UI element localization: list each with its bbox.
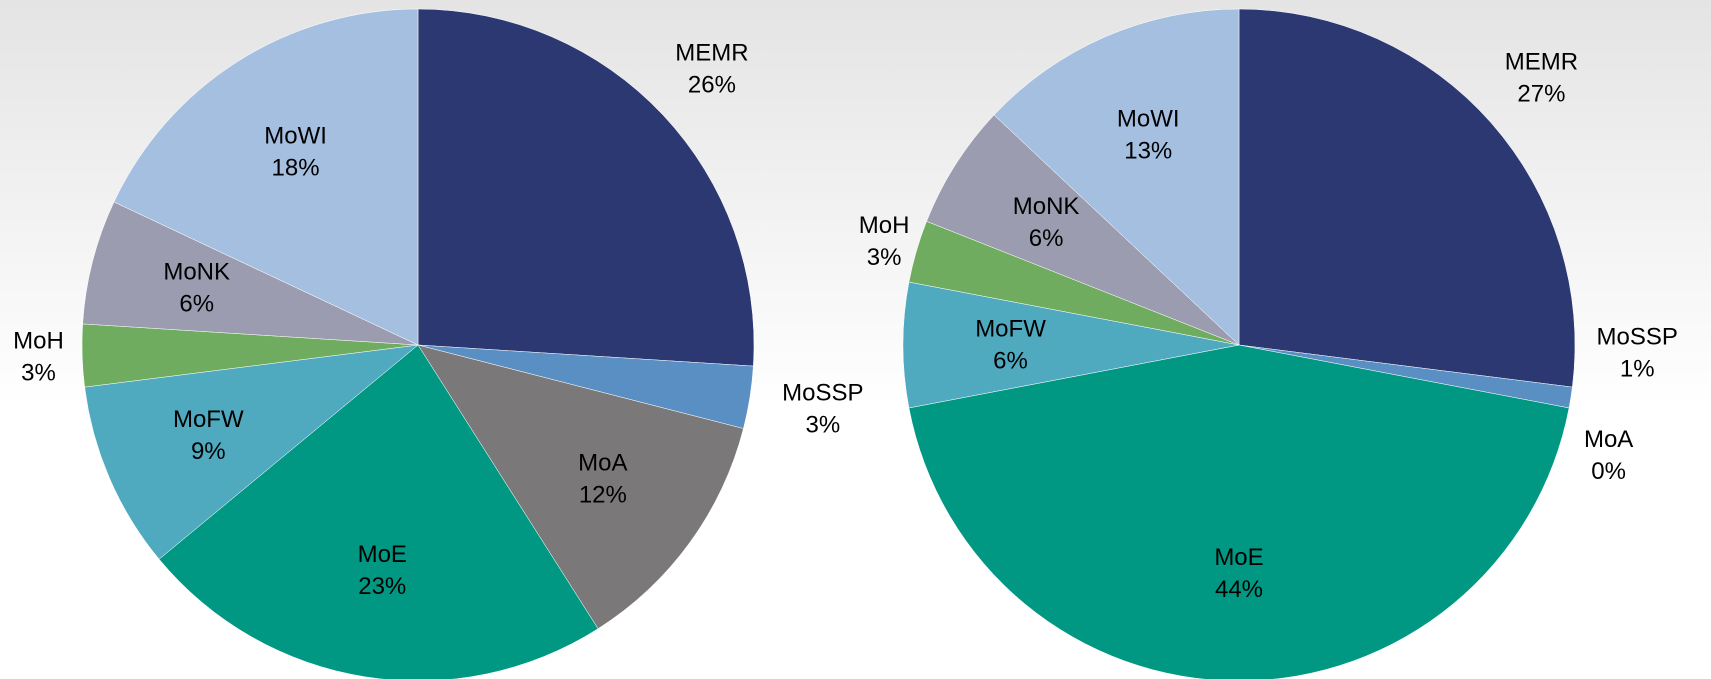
slice-value-label: 0% [1591,458,1626,485]
pie-slice [113,8,419,346]
slice-value-label: 27% [1517,81,1565,108]
pie-slice [908,344,1570,679]
pie-slice [1238,8,1576,388]
slice-value-label: 18% [272,154,320,181]
slice-value-label: 13% [1124,138,1172,165]
slice-value-label: 26% [688,71,736,98]
slice-value-label: 3% [867,244,902,271]
slice-label: MEMR [1505,49,1578,76]
pie-slice [158,344,599,679]
slice-value-label: 6% [1029,225,1064,252]
slice-value-label: 1% [1620,355,1655,382]
slice-label: MoNK [163,259,230,286]
pie-slice [926,114,1240,346]
slice-label: MoH [13,327,64,354]
slice-label: MEMR [675,39,748,66]
slice-value-label: 6% [179,291,214,318]
pie-slice [82,201,419,346]
slice-value-label: 6% [993,347,1028,374]
slice-value-label: 3% [21,359,56,386]
slice-label: MoE [358,541,407,568]
slice-value-label: 12% [579,482,627,509]
slice-value-label: 23% [358,573,406,600]
slice-value-label: 44% [1215,576,1263,603]
slice-label: MoA [578,450,627,477]
slice-label: MoH [859,212,910,239]
slice-value-label: 9% [191,438,226,465]
slice-label: MoWI [1117,106,1180,133]
pie-slice [902,281,1240,409]
slice-label: MoWI [264,122,327,149]
slice-label: MoFW [173,406,244,433]
pie-slice [84,344,419,560]
slice-label: MoA [1584,426,1633,453]
slice-label: MoNK [1013,193,1080,220]
slice-label: MoSSP [782,379,863,406]
pie-slice [993,8,1240,346]
slice-label: MoFW [975,315,1046,342]
slice-label: MoE [1214,544,1263,571]
slice-label: MoSSP [1597,323,1678,350]
pie-slice [417,8,755,367]
pie-slice [417,344,744,630]
slice-value-label: 3% [806,411,841,438]
